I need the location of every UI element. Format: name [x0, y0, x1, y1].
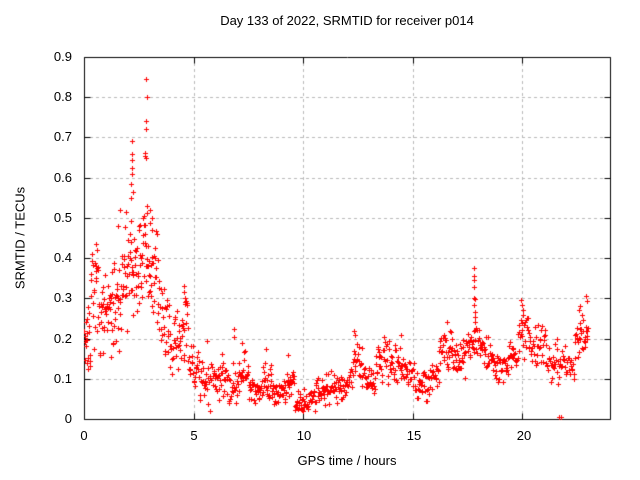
chart-title: Day 133 of 2022, SRMTID for receiver p01…	[220, 13, 474, 28]
y-tick-label: 0.8	[53, 89, 72, 104]
y-tick-label: 0.1	[53, 371, 72, 386]
y-tick-label: 0.7	[53, 129, 72, 144]
y-axis-label: SRMTID / TECUs	[12, 186, 28, 290]
x-tick-label: 5	[190, 428, 198, 443]
y-tick-label: 0.4	[53, 250, 72, 265]
x-tick-label: 15	[406, 428, 422, 443]
x-tick-label: 10	[296, 428, 312, 443]
x-tick-label: 0	[80, 428, 88, 443]
y-tick-label: 0.6	[53, 170, 72, 185]
y-tick-label: 0.5	[53, 210, 72, 225]
y-tick-label: 0	[64, 411, 72, 426]
y-tick-label: 0.2	[53, 331, 72, 346]
x-tick-label: 20	[516, 428, 532, 443]
y-tick-label: 0.3	[53, 290, 72, 305]
x-axis-label: GPS time / hours	[297, 453, 397, 468]
y-tick-label: 0.9	[53, 49, 72, 64]
